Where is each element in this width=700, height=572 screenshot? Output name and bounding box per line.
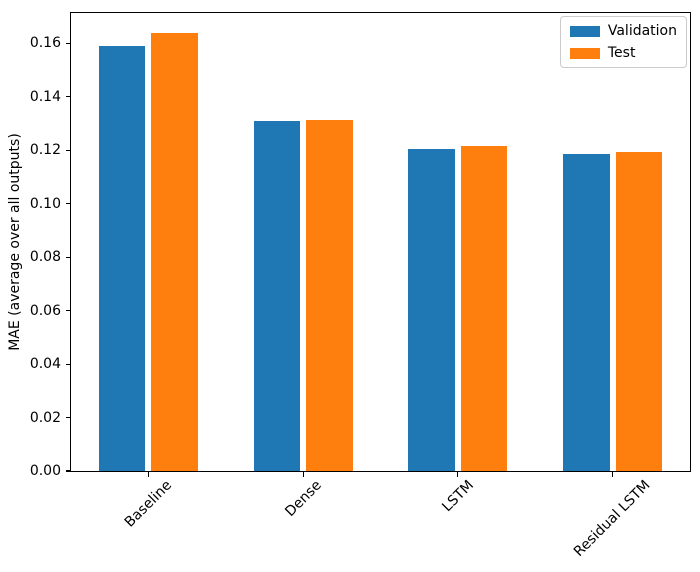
legend-label-validation: Validation	[607, 23, 677, 39]
bar-test-baseline	[151, 32, 198, 471]
y-tick-label: 0.02	[29, 409, 61, 426]
y-tick-label: 0.00	[29, 463, 61, 479]
bar-test-residual-lstm	[615, 152, 663, 471]
legend: Validation Test	[559, 16, 687, 68]
x-tick-mark	[302, 472, 304, 477]
bar-validation-lstm	[408, 149, 455, 471]
y-tick-mark	[66, 470, 71, 472]
bar-validation-residual-lstm	[563, 154, 610, 471]
y-tick-label: 0.16	[29, 35, 61, 52]
y-tick-mark	[66, 96, 71, 98]
y-tick-mark	[66, 363, 71, 365]
x-tick-mark	[147, 472, 149, 477]
y-tick-mark	[66, 203, 71, 205]
x-tick-mark	[457, 472, 459, 477]
test-color-swatch	[569, 47, 600, 59]
legend-label-test: Test	[607, 45, 636, 61]
y-tick-mark	[66, 256, 71, 258]
bar-validation-baseline	[98, 46, 146, 471]
y-tick-label: 0.14	[29, 88, 61, 105]
bar-test-dense	[306, 120, 353, 471]
plot-area: Validation Test	[70, 12, 691, 472]
legend-item-validation: Validation	[569, 23, 677, 39]
y-tick-mark	[66, 310, 71, 312]
legend-item-test: Test	[569, 45, 677, 61]
y-tick-label: 0.10	[29, 195, 61, 212]
y-tick-mark	[66, 149, 71, 151]
bar-test-lstm	[460, 145, 508, 471]
x-tick-label: Dense	[281, 477, 325, 520]
x-tick-mark	[612, 472, 614, 477]
y-tick-label: 0.06	[29, 302, 61, 319]
x-tick-label: Residual LSTM	[571, 477, 654, 561]
x-tick-label: LSTM	[439, 477, 477, 516]
y-tick-mark	[66, 42, 71, 45]
bar-validation-dense	[253, 120, 301, 471]
y-tick-label: 0.04	[29, 356, 61, 373]
x-tick-label: Baseline	[121, 477, 176, 531]
y-tick-label: 0.12	[29, 142, 61, 159]
validation-color-swatch	[569, 25, 600, 37]
y-tick-mark	[66, 416, 71, 419]
y-tick-label: 0.08	[29, 249, 61, 266]
